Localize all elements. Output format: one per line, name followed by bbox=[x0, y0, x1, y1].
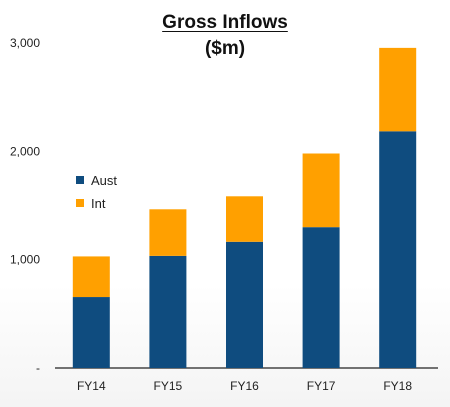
bar-int bbox=[72, 256, 110, 298]
y-tick-label: 1,000 bbox=[10, 253, 40, 267]
x-tick-label: FY15 bbox=[154, 379, 183, 393]
legend-label: Aust bbox=[91, 173, 117, 188]
y-tick-label: 2,000 bbox=[10, 144, 40, 158]
bar-aust bbox=[302, 227, 340, 368]
x-tick-label: FY17 bbox=[307, 379, 336, 393]
bar-int bbox=[226, 196, 263, 242]
y-tick-label: - bbox=[36, 361, 40, 375]
bar-aust bbox=[226, 241, 263, 368]
bar-aust bbox=[149, 255, 187, 368]
bar-aust bbox=[379, 131, 417, 368]
legend-label: Int bbox=[91, 196, 106, 211]
bar-int bbox=[149, 209, 187, 256]
legend-swatch-int bbox=[76, 199, 84, 207]
legend-swatch-aust bbox=[76, 176, 84, 184]
x-tick-label: FY16 bbox=[230, 379, 259, 393]
x-tick-label: FY14 bbox=[77, 379, 106, 393]
bar-int bbox=[379, 47, 417, 132]
bar-int bbox=[302, 153, 340, 228]
chart-title: Gross Inflows bbox=[162, 12, 288, 33]
x-tick-label: FY18 bbox=[383, 379, 412, 393]
bar-aust bbox=[72, 297, 110, 368]
y-tick-label: 3,000 bbox=[10, 36, 40, 50]
chart-subtitle: ($m) bbox=[204, 38, 246, 59]
